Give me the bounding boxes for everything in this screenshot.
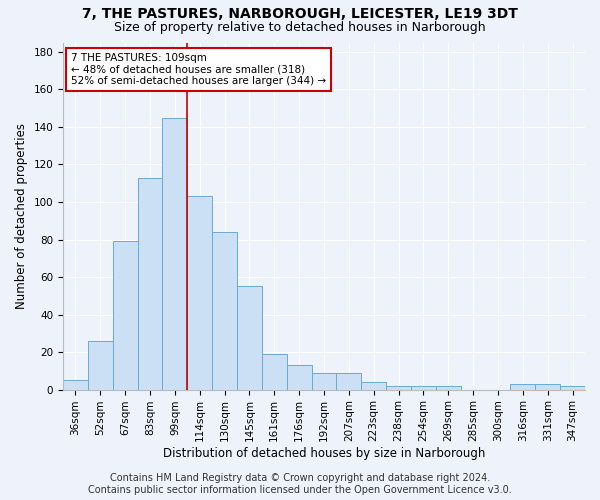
Bar [287, 365, 311, 390]
Text: 7, THE PASTURES, NARBOROUGH, LEICESTER, LE19 3DT: 7, THE PASTURES, NARBOROUGH, LEICESTER, … [82, 8, 518, 22]
Bar [361, 382, 386, 390]
Text: 7 THE PASTURES: 109sqm
← 48% of detached houses are smaller (318)
52% of semi-de: 7 THE PASTURES: 109sqm ← 48% of detached… [71, 53, 326, 86]
X-axis label: Distribution of detached houses by size in Narborough: Distribution of detached houses by size … [163, 447, 485, 460]
Bar [187, 196, 212, 390]
Bar [411, 386, 436, 390]
Bar [311, 372, 337, 390]
Text: Contains HM Land Registry data © Crown copyright and database right 2024.
Contai: Contains HM Land Registry data © Crown c… [88, 474, 512, 495]
Bar [63, 380, 88, 390]
Bar [113, 242, 137, 390]
Bar [212, 232, 237, 390]
Bar [535, 384, 560, 390]
Bar [237, 286, 262, 390]
Bar [262, 354, 287, 390]
Bar [137, 178, 163, 390]
Bar [386, 386, 411, 390]
Bar [163, 118, 187, 390]
Bar [511, 384, 535, 390]
Text: Size of property relative to detached houses in Narborough: Size of property relative to detached ho… [114, 21, 486, 34]
Bar [88, 341, 113, 390]
Bar [560, 386, 585, 390]
Bar [436, 386, 461, 390]
Bar [337, 372, 361, 390]
Y-axis label: Number of detached properties: Number of detached properties [15, 123, 28, 309]
